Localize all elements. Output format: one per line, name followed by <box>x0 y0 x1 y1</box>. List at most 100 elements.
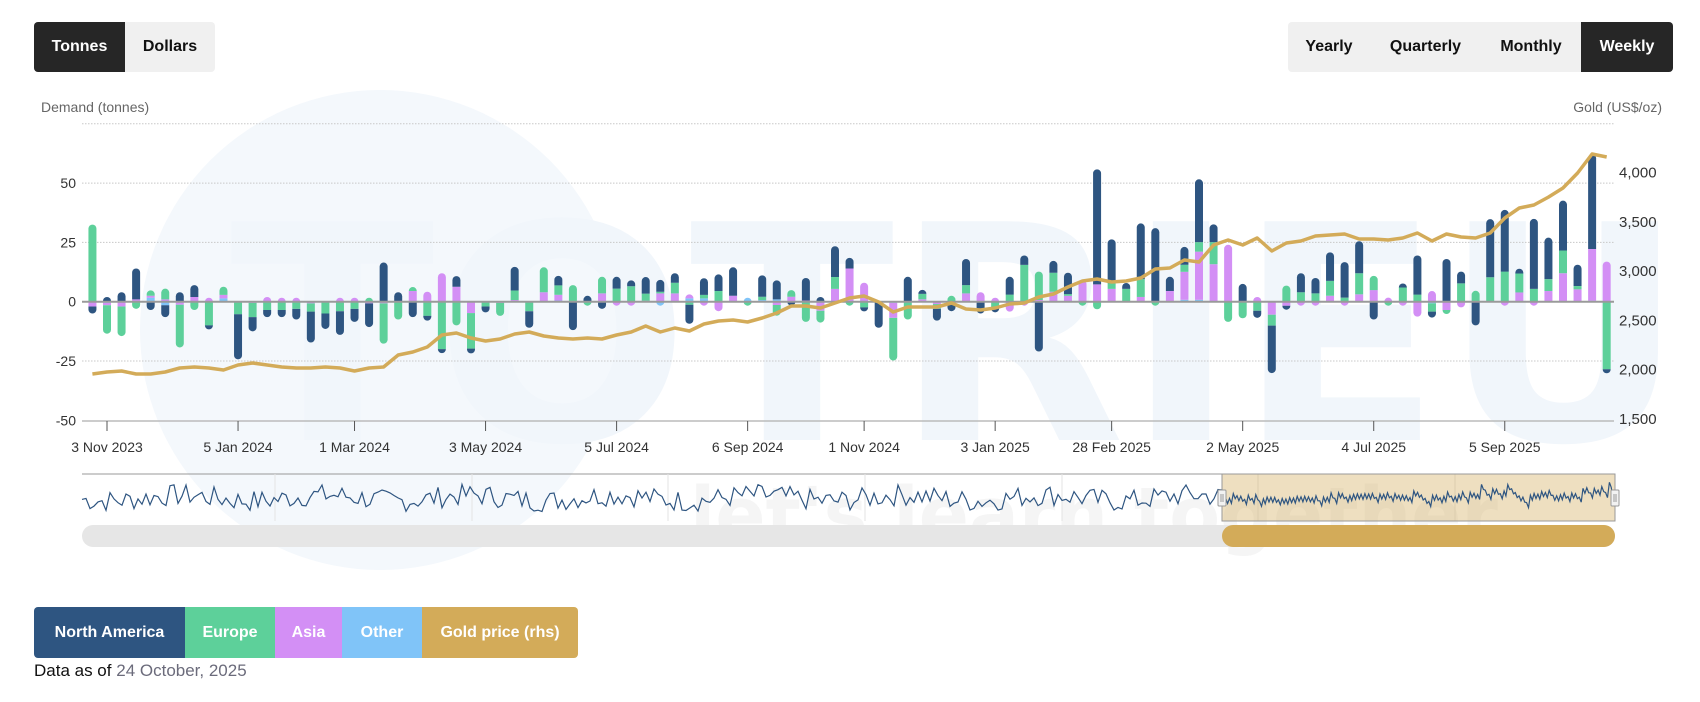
bar-stack <box>496 301 505 316</box>
bar-segment-asia <box>452 286 461 302</box>
bar-segment-north-america <box>117 292 126 302</box>
bar-segment-north-america <box>932 308 941 321</box>
bar-segment-europe <box>1253 301 1262 311</box>
bar-segment-asia <box>1282 301 1291 306</box>
bar-segment-north-america <box>1457 271 1466 284</box>
bar-segment-europe <box>845 301 854 306</box>
bar-stack <box>1529 218 1538 306</box>
bar-segment-asia <box>423 291 432 302</box>
bar-segment-europe <box>1180 264 1189 272</box>
bar-segment-asia <box>1588 249 1597 301</box>
legend-gold-price[interactable]: Gold price (rhs) <box>422 607 578 658</box>
x-tick-label: 6 Sep 2024 <box>712 439 784 455</box>
bar-stack <box>1049 260 1058 302</box>
bar-segment-europe <box>510 290 519 301</box>
tonnes-button[interactable]: Tonnes <box>34 22 125 72</box>
bar-stack <box>714 274 723 312</box>
watermark-brand: TOTRIEU <box>230 162 1685 511</box>
bar-stack <box>263 296 272 318</box>
bar-stack <box>321 301 330 329</box>
bar-segment-asia <box>714 301 723 312</box>
y2-axis-title: Gold (US$/oz) <box>1573 99 1662 115</box>
bar-segment-europe <box>554 285 563 295</box>
legend-asia[interactable]: Asia <box>275 607 342 658</box>
navigator-right-handle[interactable] <box>1610 489 1620 507</box>
bar-stack <box>1602 261 1611 374</box>
bar-segment-north-america <box>423 315 432 321</box>
weekly-button[interactable]: Weekly <box>1581 22 1673 72</box>
bar-segment-asia <box>656 293 665 302</box>
bar-segment-north-america <box>1165 276 1174 292</box>
bar-stack <box>306 301 315 343</box>
y2-tick-label: 2,500 <box>1619 312 1657 329</box>
bar-segment-north-america <box>1602 369 1611 374</box>
bar-segment-north-america <box>1544 237 1553 280</box>
y-tick-label: -50 <box>56 412 76 428</box>
y2-tick-label: 2,000 <box>1619 362 1657 379</box>
y-axis-title: Demand (tonnes) <box>41 99 149 115</box>
bar-segment-asia <box>1165 291 1174 302</box>
legend-other[interactable]: Other <box>342 607 422 658</box>
scrollbar-thumb[interactable] <box>1222 525 1615 547</box>
y2-tick-label: 3,500 <box>1619 214 1657 231</box>
y-tick-label: -25 <box>56 353 76 369</box>
y2-tick-label: 4,000 <box>1619 165 1657 182</box>
bar-stack <box>758 275 767 302</box>
bar-segment-north-america <box>1340 262 1349 298</box>
bar-segment-asia <box>1442 301 1451 311</box>
bar-segment-europe <box>1238 301 1247 319</box>
bar-segment-asia <box>1559 273 1567 302</box>
bar-segment-europe <box>1282 285 1291 302</box>
bar-stack <box>1559 200 1567 302</box>
bar-stack <box>1136 223 1145 302</box>
bar-stack <box>103 296 111 334</box>
legend-north-america[interactable]: North America <box>34 607 185 658</box>
bar-stack <box>1588 154 1597 302</box>
bar-stack <box>641 277 650 302</box>
bar-segment-europe <box>1529 288 1538 302</box>
quarterly-button[interactable]: Quarterly <box>1389 38 1462 55</box>
y-tick-label: 50 <box>60 175 76 191</box>
bar-segment-europe <box>1573 286 1582 290</box>
bar-stack <box>1165 276 1174 302</box>
bar-stack <box>175 292 184 348</box>
bar-segment-north-america <box>831 246 839 278</box>
dollars-button[interactable]: Dollars <box>142 38 198 55</box>
bar-stack <box>670 273 679 302</box>
bar-stack <box>248 301 257 332</box>
bar-segment-asia <box>539 292 548 302</box>
unit-toggle: Tonnes Dollars <box>34 22 215 72</box>
bar-segment-north-america <box>1413 255 1422 295</box>
bar-segment-asia <box>554 294 563 301</box>
navigator-series-line <box>81 482 1616 513</box>
bar-segment-north-america <box>1529 218 1538 289</box>
bar-segment-north-america <box>394 292 403 302</box>
x-tick-label: 2 May 2025 <box>1206 439 1279 455</box>
bar-segment-asia <box>685 294 694 299</box>
bar-segment-europe <box>903 301 912 320</box>
bar-segment-north-america <box>481 306 490 313</box>
bar-stack <box>685 294 694 324</box>
navigator[interactable] <box>81 473 1620 547</box>
bar-segment-north-america <box>132 268 141 300</box>
bar-segment-north-america <box>699 278 708 295</box>
monthly-button[interactable]: Monthly <box>1500 38 1562 55</box>
bar-segment-north-america <box>452 276 461 287</box>
navigator-left-handle[interactable] <box>1217 489 1227 507</box>
bar-segment-north-america <box>437 349 446 354</box>
bar-segment-europe <box>204 301 213 326</box>
bar-stack <box>962 259 971 302</box>
bar-segment-asia <box>1063 295 1072 302</box>
bar-segment-europe <box>1020 264 1029 302</box>
bar-segment-north-america <box>1500 209 1509 272</box>
bar-segment-north-america <box>350 308 359 322</box>
data-as-of-label: Data as of <box>34 661 112 680</box>
bar-segment-europe <box>190 301 199 311</box>
bar-stack <box>1340 262 1349 306</box>
legend-europe[interactable]: Europe <box>185 607 275 658</box>
bar-segment-north-america <box>598 301 607 309</box>
yearly-button[interactable]: Yearly <box>1305 38 1353 55</box>
bar-segment-north-america <box>641 277 650 294</box>
bar-stack <box>132 268 141 309</box>
